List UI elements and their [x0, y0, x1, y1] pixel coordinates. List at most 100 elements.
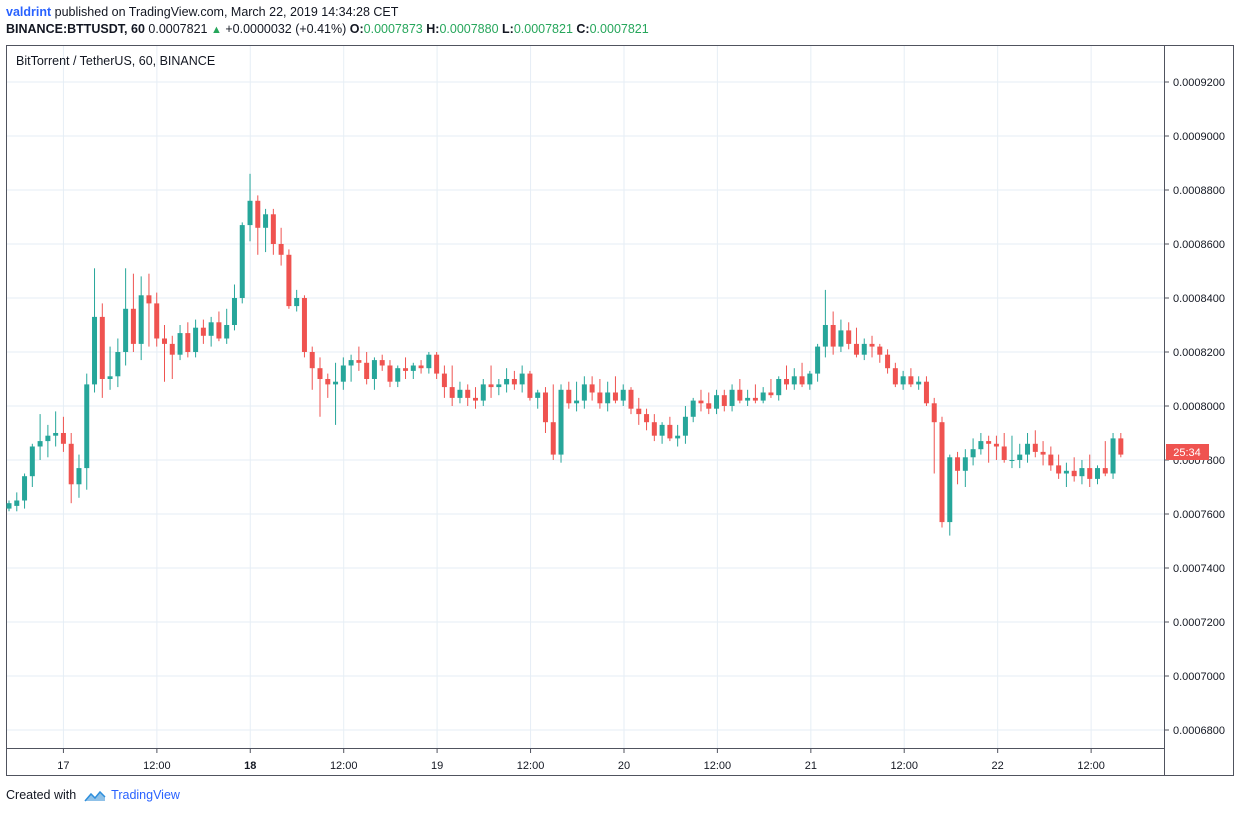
candle-body: [162, 338, 167, 344]
candle: [1017, 443, 1023, 469]
y-tick-label: 0.0007200: [1173, 617, 1225, 629]
candle: [760, 387, 766, 404]
candle-body: [294, 297, 300, 307]
candle-body: [1079, 468, 1085, 477]
candle-body: [986, 441, 992, 444]
candle: [37, 414, 43, 460]
candle: [286, 249, 292, 309]
candle: [846, 322, 852, 350]
candle: [721, 389, 727, 412]
candle: [504, 368, 510, 393]
candle-body: [970, 449, 976, 458]
candle: [270, 208, 276, 255]
candle-body: [1025, 443, 1031, 455]
candle-body: [659, 424, 665, 436]
candle: [1063, 462, 1069, 487]
candle-body: [154, 303, 160, 339]
candle-body: [22, 476, 28, 501]
candle-body: [612, 392, 618, 401]
candle: [200, 319, 206, 344]
candle: [496, 378, 502, 396]
y-tick-label: 0.0006800: [1173, 725, 1225, 737]
candle-body: [527, 373, 533, 398]
candle-body: [301, 297, 307, 352]
symbol-label: BINANCE:BTTUSDT, 60: [6, 22, 145, 36]
x-tick-label: 20: [618, 760, 630, 772]
candle-body: [729, 389, 735, 406]
candle: [939, 416, 945, 528]
candle-body: [1087, 468, 1093, 479]
candle-body: [892, 368, 898, 385]
candle-body: [68, 443, 74, 485]
candle: [986, 435, 992, 463]
candle: [550, 384, 556, 460]
candle: [745, 389, 751, 406]
candle-body: [263, 214, 269, 228]
gridlines: [7, 46, 1164, 748]
candle: [612, 376, 618, 404]
candle: [379, 354, 385, 371]
candle-body: [441, 373, 447, 388]
candle-body: [309, 351, 315, 369]
candle: [714, 389, 720, 415]
candle-body: [37, 441, 43, 447]
x-tick-label: 18: [244, 760, 256, 772]
candle-body: [1001, 446, 1007, 460]
candle: [68, 432, 74, 504]
candle: [449, 365, 455, 406]
candle: [1071, 457, 1077, 482]
candle: [885, 349, 891, 374]
candle: [877, 343, 883, 363]
candle-body: [706, 403, 712, 409]
author-link[interactable]: valdrint: [6, 5, 52, 19]
candle: [1009, 435, 1015, 469]
candle: [659, 422, 665, 444]
candle-body: [216, 322, 222, 339]
candle-body: [426, 354, 432, 369]
candle: [45, 424, 51, 458]
candle: [247, 173, 253, 242]
candle: [651, 414, 657, 442]
candle: [931, 397, 937, 474]
y-tick-label: 0.0008800: [1173, 185, 1225, 197]
candle: [457, 381, 463, 404]
candle: [675, 424, 681, 447]
candle-body: [1095, 468, 1100, 479]
y-tick-label: 0.0008000: [1173, 401, 1225, 413]
candle: [667, 416, 673, 442]
time-axis[interactable]: 17 12:00 18 12:00 19 12:00 20 12:00 21 12:00 22 12:…: [57, 748, 1105, 772]
candle: [301, 295, 307, 358]
candle-body: [60, 432, 66, 444]
candle: [130, 273, 136, 352]
candle-body: [651, 422, 657, 436]
candle-body: [504, 378, 510, 385]
x-tick-label: 12:00: [143, 760, 171, 772]
candle: [581, 376, 587, 409]
candle: [752, 384, 758, 404]
x-tick-label: 19: [431, 760, 443, 772]
candle: [418, 360, 424, 374]
candle: [138, 276, 144, 361]
candle-body: [550, 422, 556, 455]
candle: [488, 365, 494, 398]
open-label: O:: [349, 22, 364, 36]
candle-body: [542, 392, 548, 423]
candle-body: [317, 368, 323, 379]
open-value: 0.0007873: [363, 22, 423, 36]
candle-body: [115, 351, 121, 377]
candle: [605, 381, 611, 412]
candle: [123, 268, 129, 366]
candle-body: [776, 378, 782, 396]
candle-body: [395, 368, 401, 382]
candle-body: [418, 365, 424, 369]
candle: [340, 357, 346, 390]
tradingview-brand-link[interactable]: TradingView: [111, 788, 180, 802]
candle: [822, 289, 828, 358]
candle-body: [53, 432, 59, 436]
candle-body: [496, 384, 502, 388]
candle: [1001, 432, 1007, 463]
candle: [535, 389, 541, 409]
candle-body: [1032, 443, 1038, 452]
candle: [970, 438, 976, 466]
